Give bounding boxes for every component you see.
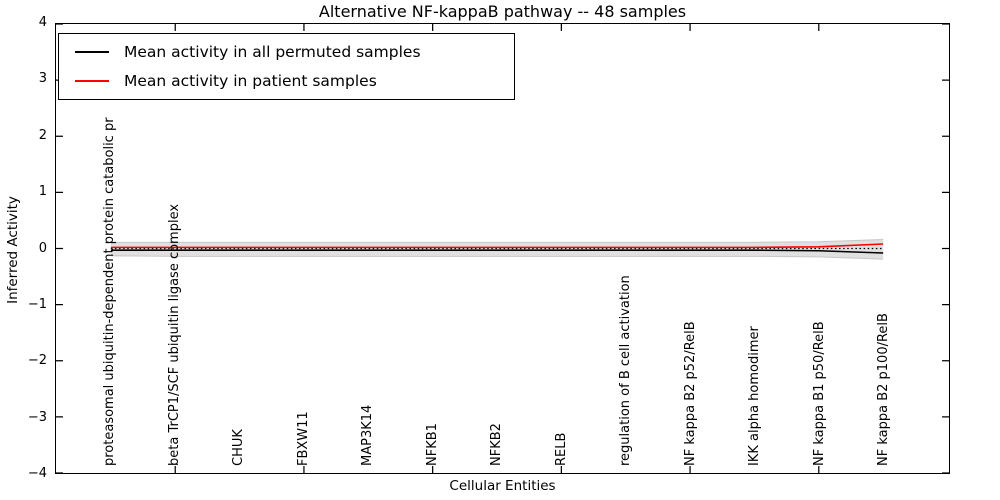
x-category-label: NFKB1 <box>424 423 440 466</box>
x-category-label: FBXW11 <box>295 411 311 466</box>
x-category-label: proteasomal ubiquitin-dependent protein … <box>102 117 117 466</box>
legend-item-permuted: Mean activity in all permuted samples <box>75 43 514 61</box>
y-tick-label: 1 <box>38 184 47 200</box>
x-category-label: RELB <box>553 432 569 466</box>
x-category-label: MAP3K14 <box>360 404 375 466</box>
x-category-label: regulation of B cell activation <box>618 275 633 466</box>
legend-line-sample-red-icon <box>75 79 109 82</box>
y-tick-label: 2 <box>38 127 47 143</box>
chart-title: Alternative NF-kappaB pathway -- 48 samp… <box>318 2 687 21</box>
x-category-label: NF kappa B1 p50/RelB <box>811 321 827 466</box>
y-tick-label: −1 <box>27 296 47 312</box>
y-tick-label: −2 <box>27 353 47 369</box>
legend-label-patient: Mean activity in patient samples <box>124 71 377 90</box>
legend-item-patient: Mean activity in patient samples <box>75 72 514 90</box>
x-category-label: IKK alpha homodimer <box>747 326 762 466</box>
plot-canvas <box>56 24 949 473</box>
y-tick-label: −4 <box>27 466 47 481</box>
y-tick-label: 0 <box>38 240 47 256</box>
y-tick-label: −3 <box>27 409 47 425</box>
x-axis-label: Cellular Entities <box>449 478 556 494</box>
legend: Mean activity in all permuted samples Me… <box>58 33 515 100</box>
x-category-label: NF kappa B2 p52/RelB <box>682 321 698 466</box>
legend-line-sample-black-icon <box>75 51 109 54</box>
y-tick-label: 3 <box>38 71 47 87</box>
x-category-label: NF kappa B2 p100/RelB <box>876 313 891 466</box>
x-category-label: CHUK <box>231 429 246 466</box>
x-category-label: NFKB2 <box>489 423 504 466</box>
legend-label-permuted: Mean activity in all permuted samples <box>124 43 421 62</box>
x-category-label: beta TrCP1/SCF ubiquitin ligase complex <box>166 203 182 466</box>
y-tick-label: 4 <box>38 15 47 30</box>
